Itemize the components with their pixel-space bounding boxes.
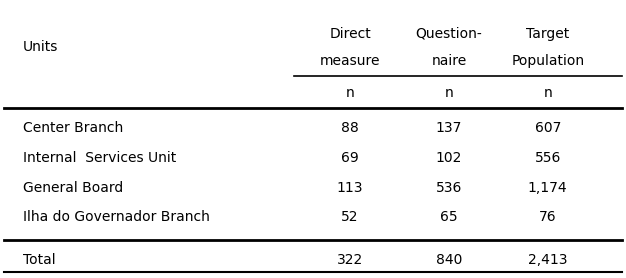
Text: 607: 607 (535, 121, 561, 135)
Text: Target: Target (526, 27, 569, 41)
Text: measure: measure (320, 54, 381, 68)
Text: Internal  Services Unit: Internal Services Unit (23, 151, 176, 165)
Text: 76: 76 (539, 210, 557, 224)
Text: 840: 840 (436, 253, 462, 267)
Text: 113: 113 (337, 180, 363, 195)
Text: 2,413: 2,413 (528, 253, 567, 267)
Text: naire: naire (431, 54, 466, 68)
Text: n: n (543, 86, 552, 100)
Text: 52: 52 (341, 210, 359, 224)
Text: Ilha do Governador Branch: Ilha do Governador Branch (23, 210, 210, 224)
Text: Center Branch: Center Branch (23, 121, 123, 135)
Text: 556: 556 (535, 151, 561, 165)
Text: Population: Population (511, 54, 584, 68)
Text: 322: 322 (337, 253, 363, 267)
Text: Total: Total (23, 253, 55, 267)
Text: Question-: Question- (416, 27, 482, 41)
Text: 69: 69 (341, 151, 359, 165)
Text: n: n (444, 86, 453, 100)
Text: Units: Units (23, 40, 58, 54)
Text: 65: 65 (440, 210, 458, 224)
Text: Direct: Direct (329, 27, 371, 41)
Text: General Board: General Board (23, 180, 123, 195)
Text: n: n (346, 86, 354, 100)
Text: 102: 102 (436, 151, 462, 165)
Text: 1,174: 1,174 (528, 180, 568, 195)
Text: 536: 536 (436, 180, 462, 195)
Text: 88: 88 (341, 121, 359, 135)
Text: 137: 137 (436, 121, 462, 135)
